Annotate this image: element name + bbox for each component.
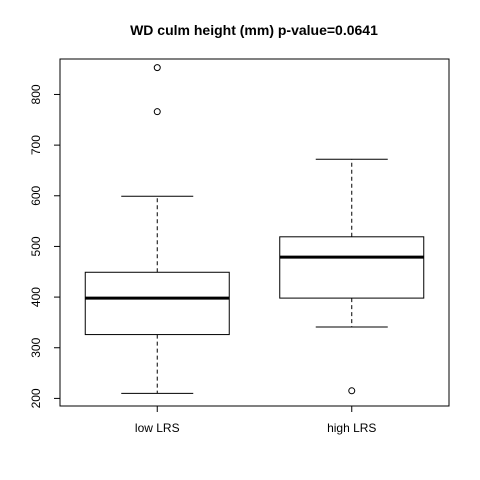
box-high-lrs	[279, 158, 425, 395]
outlier-point	[348, 387, 356, 395]
boxes	[84, 64, 425, 395]
chart-title: WD culm height (mm) p-value=0.0641	[130, 22, 378, 38]
box-low-lrs	[84, 64, 230, 394]
y-tick-label: 700	[29, 135, 43, 155]
outlier-point	[153, 108, 161, 116]
y-tick-label: 800	[29, 84, 43, 104]
x-tick-label: low LRS	[135, 421, 180, 435]
x-tick-label: high LRS	[327, 421, 376, 435]
y-tick-label: 500	[29, 236, 43, 256]
y-tick-label: 300	[29, 337, 43, 357]
plot-frame	[59, 58, 450, 407]
x-axis: low LRS high LRS	[135, 405, 376, 435]
y-tick-label: 200	[29, 388, 43, 408]
outlier-point	[153, 64, 161, 72]
iqr-box	[84, 271, 230, 336]
y-tick-label: 600	[29, 185, 43, 205]
y-tick-label: 400	[29, 287, 43, 307]
y-axis: 200 300 400 500 600 700 800	[29, 84, 61, 408]
iqr-box	[279, 236, 425, 299]
